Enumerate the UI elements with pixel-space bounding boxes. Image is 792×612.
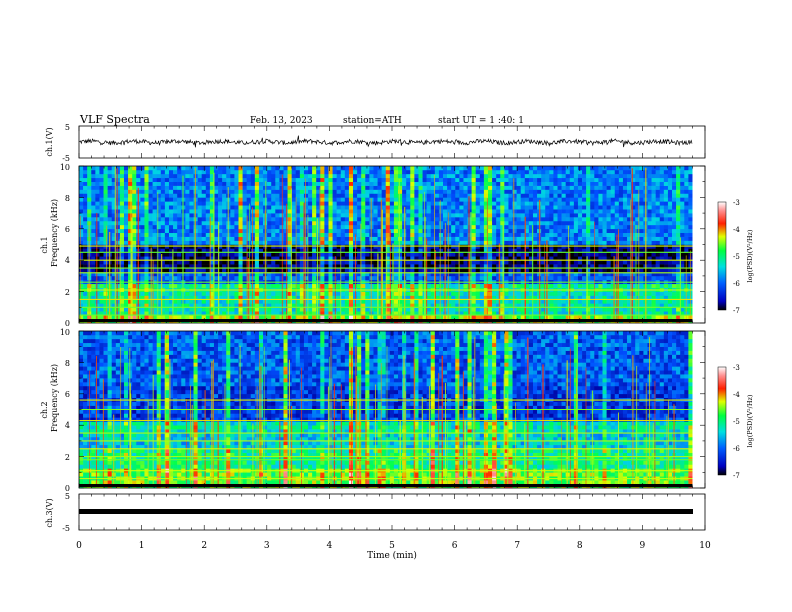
ch2-freq-ytick-6: 6 xyxy=(65,390,70,399)
time-tick-label: 9 xyxy=(640,541,646,551)
time-tick-label: 7 xyxy=(514,541,520,551)
date-label: Feb. 13, 2023 xyxy=(250,116,313,126)
ch1-freq-ytick-4: 4 xyxy=(65,256,70,265)
time-tick-label: 5 xyxy=(389,541,395,551)
ch1-wave-ticks xyxy=(78,126,706,158)
ch1-colorbar-tick: -3 xyxy=(733,199,740,207)
ch1-colorbar-tick: -6 xyxy=(733,280,740,288)
ch1-ytick-top: 5 xyxy=(65,123,70,132)
ch3-ytick-bottom: -5 xyxy=(62,524,70,533)
ch2-spectrogram-heatmap xyxy=(79,331,705,489)
time-tick-label: 3 xyxy=(264,541,270,551)
time-tick-label: 1 xyxy=(139,541,145,551)
ch1-freq-ytick-10: 10 xyxy=(60,163,70,172)
ch1-colorbar-tick: -4 xyxy=(733,226,740,234)
ch1-colorbar-tick: -7 xyxy=(733,307,740,315)
ch1-spectrogram-panel: 0 2 4 6 8 10 ch.1 Frequency (kHz) -3 -4 … xyxy=(40,163,754,328)
ch2-freq-ytick-0: 0 xyxy=(65,484,70,493)
ch2-colorbar-label: log(PSD)(V²/Hz) xyxy=(746,394,754,447)
ch1-ytick-bottom: -5 xyxy=(62,154,70,163)
ch3-wave-ticks xyxy=(78,494,706,530)
ch2-colorbar-tick: -4 xyxy=(733,391,740,399)
time-tick-label: 10 xyxy=(699,541,711,551)
ch2-colorbar-tick: -7 xyxy=(733,472,740,480)
ch1-freq-ytick-0: 0 xyxy=(65,319,70,328)
ch1-spectrogram-ticks xyxy=(78,165,706,324)
ch1-ylabel: ch.1(V) xyxy=(45,127,54,156)
ch1-freq-ytick-6: 6 xyxy=(65,225,70,234)
station-label: station=ATH xyxy=(343,116,402,126)
time-tick-label: 2 xyxy=(201,541,207,551)
figure-title: VLF Spectra xyxy=(79,113,150,126)
ch3-waveform-line xyxy=(79,509,693,514)
ch3-ylabel: ch.3(V) xyxy=(45,498,54,527)
ch2-colorbar-tick: -3 xyxy=(733,364,740,372)
time-axis-tick-labels: 0 1 2 3 4 5 6 7 8 9 10 xyxy=(76,541,711,551)
ch1-colorbar xyxy=(717,201,727,311)
ch1-freq-ytick-2: 2 xyxy=(65,288,70,297)
ch2-freq-ylabel-unit: Frequency (kHz) xyxy=(50,364,59,432)
start-time-label: start UT = 1 :40: 1 xyxy=(438,116,524,126)
time-tick-label: 6 xyxy=(452,541,458,551)
ch1-colorbar-tick: -5 xyxy=(733,253,740,261)
ch2-freq-ytick-4: 4 xyxy=(65,421,70,430)
ch1-freq-ylabel-channel: ch.1 xyxy=(40,236,49,253)
ch2-colorbar-tick: -6 xyxy=(733,445,740,453)
time-tick-label: 0 xyxy=(76,541,82,551)
time-axis-label: Time (min) xyxy=(367,550,417,561)
time-tick-label: 4 xyxy=(327,541,333,551)
ch1-waveform-panel: 5 -5 ch.1(V) xyxy=(45,123,706,163)
ch2-freq-ytick-2: 2 xyxy=(65,453,70,462)
ch2-colorbar xyxy=(717,366,727,476)
ch3-ytick-top: 5 xyxy=(65,492,70,501)
ch2-spectrogram-panel: 0 2 4 6 8 10 ch.2 Frequency (kHz) -3 -4 … xyxy=(40,328,754,493)
ch2-freq-ylabel-channel: ch.2 xyxy=(40,401,49,418)
ch3-waveform-panel: 5 -5 ch.3(V) 0 1 2 3 4 5 6 7 8 9 10 Time (min) xyxy=(45,492,711,561)
ch1-freq-ylabel-unit: Frequency (kHz) xyxy=(50,199,59,267)
ch2-colorbar-tick: -5 xyxy=(733,418,740,426)
ch2-spectrogram-ticks xyxy=(78,330,706,489)
time-tick-label: 8 xyxy=(577,541,583,551)
ch1-colorbar-label: log(PSD)(V²/Hz) xyxy=(746,229,754,282)
ch2-freq-ytick-8: 8 xyxy=(65,359,70,368)
ch1-freq-ytick-8: 8 xyxy=(65,194,70,203)
ch1-spectrogram-heatmap xyxy=(79,166,705,324)
ch1-waveform-line xyxy=(79,135,693,148)
ch2-freq-ytick-10: 10 xyxy=(60,328,70,337)
